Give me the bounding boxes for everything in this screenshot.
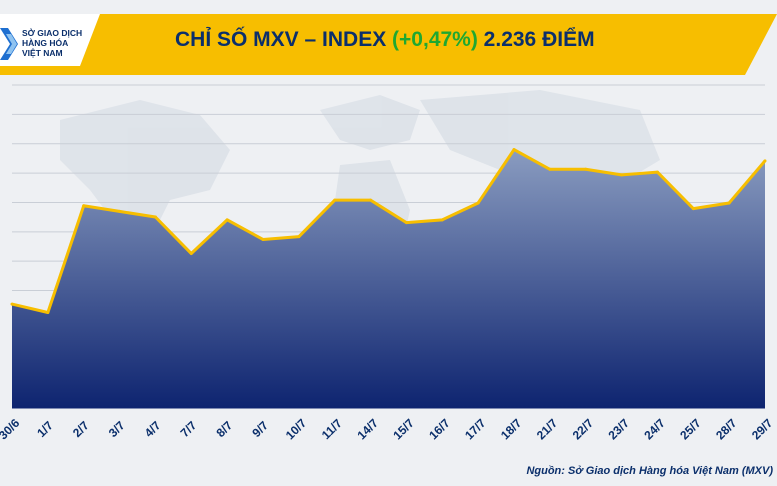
data-point — [512, 148, 516, 152]
x-tick-label: 18/7 — [498, 416, 525, 443]
x-tick-label: 10/7 — [283, 416, 310, 443]
chevron-logo-icon — [0, 28, 18, 60]
data-point — [118, 209, 122, 213]
x-tick-label: 23/7 — [606, 416, 633, 443]
x-tick-label: 25/7 — [677, 416, 704, 443]
data-point — [727, 201, 731, 205]
x-tick-label: 8/7 — [213, 418, 235, 440]
logo-line-3: VIỆT NAM — [22, 48, 63, 58]
x-tick-label: 7/7 — [178, 418, 200, 440]
data-point — [476, 201, 480, 205]
x-tick-label: 29/7 — [749, 416, 776, 443]
x-tick-label: 21/7 — [534, 416, 561, 443]
data-point — [655, 170, 659, 174]
page-title: CHỈ SỐ MXV – INDEX (+0,47%) 2.236 ĐIỂM — [175, 28, 775, 60]
data-point — [261, 237, 265, 241]
title-change: (+0,47%) — [392, 28, 478, 51]
data-point — [153, 215, 157, 219]
x-tick-label: 14/7 — [355, 416, 382, 443]
title-banner — [0, 14, 777, 75]
data-point — [82, 204, 86, 208]
data-point — [333, 198, 337, 202]
data-point — [46, 311, 50, 315]
title-suffix: 2.236 ĐIỂM — [477, 28, 595, 51]
x-tick-label: 11/7 — [319, 416, 345, 442]
logo-line-1: SỞ GIAO DỊCH — [22, 28, 83, 38]
x-tick-label: 15/7 — [390, 416, 417, 443]
x-tick-label: 24/7 — [641, 416, 668, 443]
index-series-line — [11, 148, 767, 315]
x-tick-label: 17/7 — [462, 416, 489, 443]
data-point — [691, 207, 695, 211]
x-tick-label: 30/6 — [0, 416, 23, 443]
data-point — [548, 167, 552, 171]
x-tick-label: 3/7 — [106, 418, 128, 440]
data-point — [763, 159, 767, 163]
data-point — [404, 221, 408, 225]
data-point — [225, 218, 229, 222]
x-tick-label: 22/7 — [570, 416, 597, 443]
x-tick-label: 2/7 — [70, 418, 92, 440]
source-note: Nguồn: Sở Giao dịch Hàng hóa Việt Nam (M… — [526, 465, 773, 477]
data-point — [584, 167, 588, 171]
index-area-fill — [12, 149, 765, 408]
data-point — [189, 252, 193, 256]
x-tick-label: 4/7 — [142, 418, 164, 440]
x-tick-label: 16/7 — [426, 416, 453, 443]
title-prefix: CHỈ SỐ MXV – INDEX — [175, 28, 393, 51]
logo-line-2: HÀNG HÓA — [22, 38, 69, 48]
x-tick-label: 9/7 — [249, 418, 271, 440]
data-point — [440, 218, 444, 222]
x-tick-label: 1/7 — [34, 418, 56, 440]
data-point — [297, 235, 301, 239]
mxv-logo: SỞ GIAO DỊCH HÀNG HÓA VIỆT NAM — [0, 16, 96, 68]
data-point — [10, 302, 14, 306]
data-point — [620, 173, 624, 177]
x-tick-label: 28/7 — [713, 416, 740, 443]
data-point — [369, 198, 373, 202]
